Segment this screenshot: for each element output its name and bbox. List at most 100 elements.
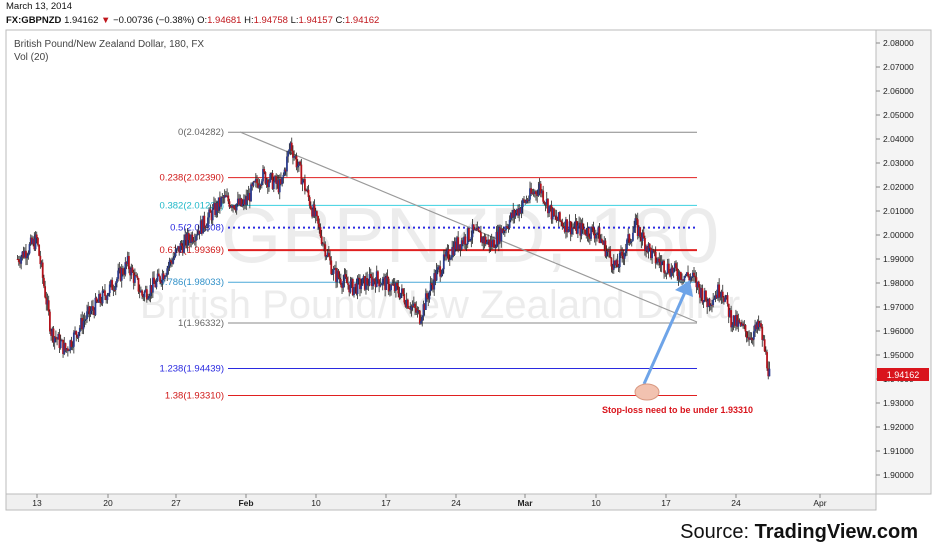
candle bbox=[163, 275, 166, 282]
candle bbox=[374, 277, 377, 293]
candle bbox=[456, 235, 458, 252]
y-tick-label: 1.90000 bbox=[883, 470, 914, 480]
fib-level-label: 0.382(2.01235) bbox=[160, 200, 224, 211]
candle bbox=[29, 234, 32, 246]
candle bbox=[150, 285, 153, 299]
candle bbox=[104, 283, 106, 301]
candle bbox=[609, 246, 612, 259]
candle bbox=[318, 218, 321, 234]
candle bbox=[677, 269, 680, 286]
candle bbox=[523, 196, 525, 204]
candle bbox=[148, 293, 151, 302]
candle bbox=[168, 257, 171, 271]
y-tick-label: 1.96000 bbox=[883, 326, 914, 336]
candle bbox=[491, 236, 494, 250]
fib-level-label: 1.38(1.93310) bbox=[165, 391, 224, 402]
candle bbox=[351, 277, 354, 297]
candle bbox=[391, 279, 394, 286]
candle bbox=[659, 255, 662, 272]
candle bbox=[84, 315, 87, 325]
candle bbox=[178, 246, 181, 256]
x-tick-label: 10 bbox=[311, 498, 321, 508]
candle bbox=[136, 273, 139, 280]
candle bbox=[518, 204, 521, 222]
candle bbox=[242, 194, 245, 211]
candle bbox=[724, 294, 727, 303]
candle bbox=[478, 230, 481, 233]
candle bbox=[187, 230, 190, 246]
candle bbox=[82, 314, 85, 335]
candle bbox=[537, 181, 540, 197]
quote-line: FX:GBPNZD 1.94162 ▼ −0.00736 (−0.38%) O:… bbox=[6, 15, 380, 26]
candle bbox=[31, 235, 33, 245]
candle bbox=[626, 238, 628, 256]
candle bbox=[691, 269, 694, 282]
candle bbox=[159, 275, 161, 285]
candle bbox=[517, 204, 519, 219]
candle bbox=[294, 154, 297, 160]
candle bbox=[384, 273, 387, 297]
candle bbox=[190, 232, 193, 248]
candle bbox=[738, 318, 741, 324]
candle bbox=[27, 250, 30, 260]
candle bbox=[337, 269, 340, 280]
candle bbox=[254, 173, 257, 188]
fib-level-label: 1.238(1.94439) bbox=[160, 363, 224, 374]
x-tick-label: Apr bbox=[813, 498, 826, 508]
candle bbox=[541, 189, 543, 198]
candle bbox=[754, 319, 756, 337]
candle bbox=[489, 236, 492, 252]
candle bbox=[638, 225, 640, 239]
candle bbox=[647, 242, 650, 259]
candle bbox=[232, 204, 234, 213]
candle bbox=[735, 309, 737, 331]
date-label: March 13, 2014 bbox=[6, 1, 73, 12]
candle bbox=[617, 263, 620, 272]
candle bbox=[377, 270, 379, 284]
candle bbox=[463, 232, 466, 249]
candle bbox=[19, 255, 21, 268]
candle bbox=[755, 322, 758, 333]
candle bbox=[696, 281, 699, 291]
candle bbox=[282, 172, 285, 184]
target-arrow bbox=[642, 280, 693, 385]
candle bbox=[247, 185, 250, 201]
candle bbox=[281, 177, 284, 187]
candle bbox=[22, 246, 25, 259]
candle bbox=[102, 289, 105, 294]
candle bbox=[379, 277, 382, 288]
candle bbox=[367, 278, 370, 291]
candle bbox=[380, 283, 383, 286]
candle bbox=[122, 265, 124, 277]
candle bbox=[687, 265, 689, 278]
candle bbox=[43, 274, 45, 289]
y-tick-label: 1.97000 bbox=[883, 302, 914, 312]
candle bbox=[185, 232, 188, 249]
candle bbox=[447, 244, 450, 262]
candle bbox=[50, 328, 52, 341]
symbol-watermark: GBPNZD, 180 British Pound/New Zealand Do… bbox=[140, 191, 740, 327]
y-tick-label: 1.93000 bbox=[883, 398, 914, 408]
candle bbox=[269, 172, 272, 183]
candle bbox=[257, 178, 260, 189]
candle bbox=[511, 209, 513, 221]
candle bbox=[732, 315, 735, 331]
candle bbox=[749, 332, 752, 341]
candle bbox=[676, 262, 679, 281]
candle bbox=[593, 228, 596, 243]
candle bbox=[598, 223, 601, 244]
candle bbox=[393, 277, 396, 293]
current-price-tag: 1.94162 bbox=[877, 368, 929, 381]
candle bbox=[563, 221, 566, 234]
candle bbox=[501, 228, 504, 234]
candle bbox=[640, 232, 643, 249]
candle bbox=[323, 237, 325, 252]
close-value: 1.94162 bbox=[345, 15, 380, 26]
candle bbox=[627, 228, 630, 246]
candle bbox=[134, 268, 136, 287]
candle bbox=[112, 284, 115, 297]
candle bbox=[118, 262, 121, 274]
candle bbox=[766, 349, 768, 371]
candle bbox=[652, 248, 655, 254]
